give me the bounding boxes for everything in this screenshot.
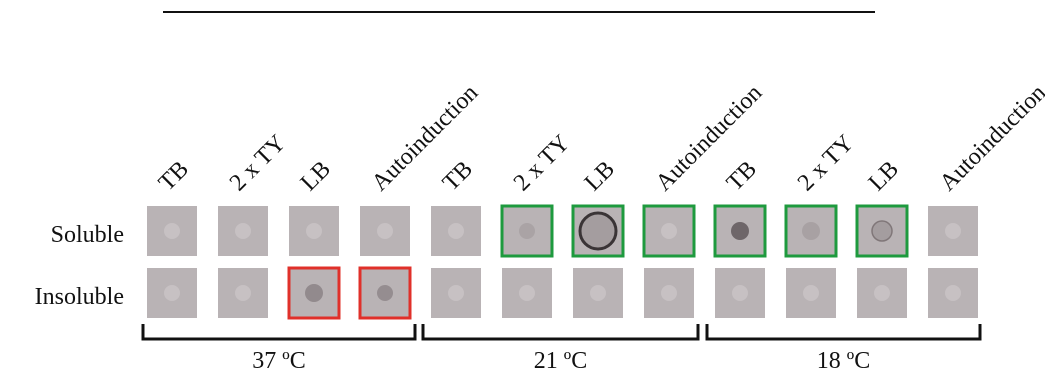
blot-spot xyxy=(731,222,749,240)
blot-spot xyxy=(580,213,616,249)
blot-spot xyxy=(732,285,748,301)
column-label: LB xyxy=(864,156,904,196)
row-label: Soluble xyxy=(51,222,124,248)
column-label: TB xyxy=(438,156,478,196)
blot-spot xyxy=(661,223,677,239)
dot-blot-figure: TB2 x TYLBAutoinductionTB2 x TYLBAutoind… xyxy=(0,0,1045,376)
blot-spot xyxy=(306,223,322,239)
column-label: Autoinduction xyxy=(935,80,1045,196)
column-label: TB xyxy=(722,156,762,196)
group-label: 18 ºC xyxy=(817,348,870,374)
blot-spot xyxy=(872,221,892,241)
blot-spot xyxy=(235,223,251,239)
blot-spot xyxy=(874,285,890,301)
blot-spot xyxy=(590,285,606,301)
group-bracket xyxy=(423,324,698,339)
blot-spot xyxy=(305,284,323,302)
blot-spot xyxy=(945,223,961,239)
column-label: LB xyxy=(580,156,620,196)
group-label: 37 ºC xyxy=(252,348,305,374)
column-label: LB xyxy=(296,156,336,196)
blot-spot xyxy=(802,222,820,240)
row-label: Insoluble xyxy=(35,284,124,310)
group-label: 21 ºC xyxy=(534,348,587,374)
blot-spot xyxy=(377,285,393,301)
blot-spot xyxy=(945,285,961,301)
blot-spot xyxy=(448,223,464,239)
blot-spot xyxy=(164,223,180,239)
blot-spot xyxy=(164,285,180,301)
column-label: TB xyxy=(154,156,194,196)
blot-spot xyxy=(803,285,819,301)
blot-spot xyxy=(661,285,677,301)
group-bracket xyxy=(143,324,415,339)
column-label: 2 x TY xyxy=(509,130,575,196)
column-label: 2 x TY xyxy=(225,130,291,196)
blot-spot xyxy=(519,223,535,239)
column-label: 2 x TY xyxy=(793,130,859,196)
blot-spot xyxy=(448,285,464,301)
group-bracket xyxy=(707,324,980,339)
blot-spot xyxy=(235,285,251,301)
blot-spot xyxy=(519,285,535,301)
blot-spot xyxy=(377,223,393,239)
